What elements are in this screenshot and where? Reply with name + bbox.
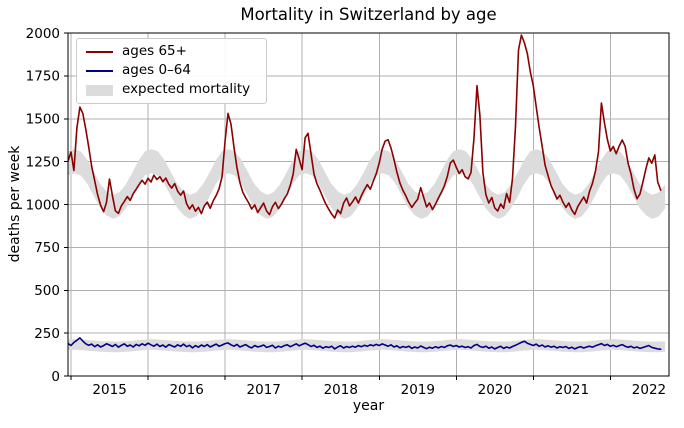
y-tick-label: 750	[34, 240, 60, 256]
y-tick-label: 1000	[26, 197, 60, 213]
y-tick-label: 0	[51, 369, 60, 385]
expected-band-0	[68, 149, 666, 219]
ticks	[64, 32, 611, 380]
legend: ages 65+ ages 0–64 expected mortality	[76, 38, 268, 104]
series-line-ages-0-64	[68, 337, 662, 351]
x-tick-label: 2020	[478, 382, 512, 398]
x-tick-label: 2017	[247, 382, 281, 398]
legend-line-swatch-ages-65plus	[86, 51, 113, 53]
series-line-ages-65plus	[68, 34, 662, 219]
x-axis-title: year	[352, 398, 385, 414]
y-tick-label: 500	[34, 283, 60, 299]
legend-label-ages-65plus: ages 65+	[122, 43, 187, 60]
x-tick-label: 2019	[401, 382, 435, 398]
legend-item-ages-0-64: ages 0–64	[86, 64, 250, 78]
tick-labels: 0 250 500 750 1000 1250 1500 1750 2000 2015 2016 20…	[26, 26, 667, 398]
legend-patch-swatch-expected-mortality	[86, 84, 113, 96]
y-tick-label: 250	[34, 326, 60, 342]
y-tick-label: 2000	[26, 26, 60, 42]
x-tick-label: 2015	[92, 382, 126, 398]
x-tick-label: 2018	[324, 382, 358, 398]
data-layer	[68, 34, 666, 353]
chart-title: Mortality in Switzerland by age	[240, 5, 497, 24]
y-tick-label: 1250	[26, 154, 60, 170]
gridlines	[68, 33, 669, 376]
legend-label-expected-mortality: expected mortality	[122, 81, 251, 98]
x-tick-label: 2021	[555, 382, 589, 398]
x-tick-label: 2022	[632, 382, 666, 398]
legend-item-ages-65plus: ages 65+	[86, 45, 250, 59]
legend-line-swatch-ages-0-64	[86, 70, 113, 72]
y-tick-label: 1750	[26, 69, 60, 85]
y-axis-title: deaths per week	[7, 145, 23, 263]
y-tick-label: 1500	[26, 112, 60, 128]
x-tick-label: 2016	[169, 382, 203, 398]
legend-label-ages-0-64: ages 0–64	[122, 62, 191, 79]
legend-item-expected-mortality: expected mortality	[86, 83, 250, 97]
